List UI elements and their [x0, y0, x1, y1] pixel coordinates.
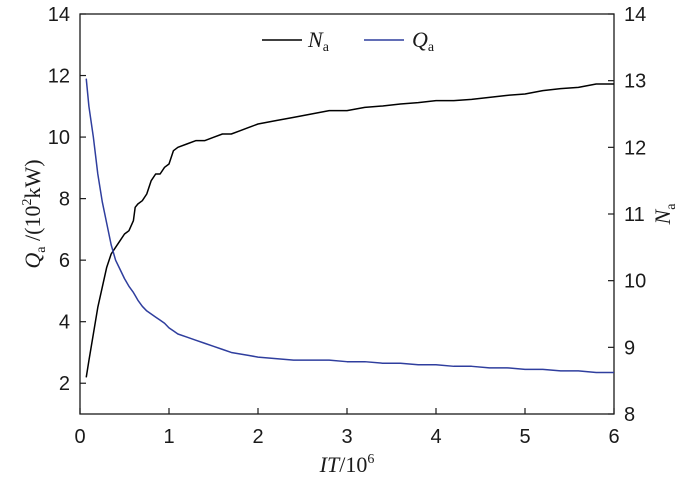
y-right-tick-label: 12	[624, 137, 646, 159]
y-right-axis-label: Na	[650, 203, 679, 226]
y-right-tick-label: 8	[624, 404, 635, 426]
x-tick-label: 4	[430, 426, 441, 448]
y-left-tick-label: 14	[48, 4, 70, 26]
y-left-tick-label: 8	[59, 189, 70, 211]
x-tick-label: 1	[163, 426, 174, 448]
y-left-tick-label: 2	[59, 373, 70, 395]
x-tick-label: 5	[519, 426, 530, 448]
series-layer	[85, 78, 614, 378]
legend-label-q: Qa	[412, 27, 435, 55]
x-axis-label: IT/106	[319, 452, 375, 477]
x-tick-label: 6	[608, 426, 619, 448]
y-left-axis-label: Qa /(102kW)	[20, 159, 49, 268]
x-tick-label: 2	[252, 426, 263, 448]
y-left-tick-label: 10	[48, 127, 70, 149]
plot-frame	[79, 13, 615, 415]
y-left-tick-label: 12	[48, 66, 70, 88]
y-right-tick-label: 13	[624, 71, 646, 93]
y-right-tick-label: 11	[624, 204, 645, 226]
y-left-tick-label: 4	[59, 312, 70, 334]
y-left-tick-label: 6	[59, 250, 70, 272]
y-right-tick-label: 9	[624, 337, 635, 359]
series-line-n	[85, 83, 614, 378]
legend-label-n: Na	[307, 27, 330, 55]
x-tick-label: 3	[341, 426, 352, 448]
legend: Na Qa	[262, 27, 435, 55]
y-right-tick-label: 14	[624, 4, 646, 26]
x-tick-label: 0	[74, 426, 85, 448]
y-right-tick-label: 10	[624, 271, 646, 293]
series-line-q	[85, 78, 614, 374]
